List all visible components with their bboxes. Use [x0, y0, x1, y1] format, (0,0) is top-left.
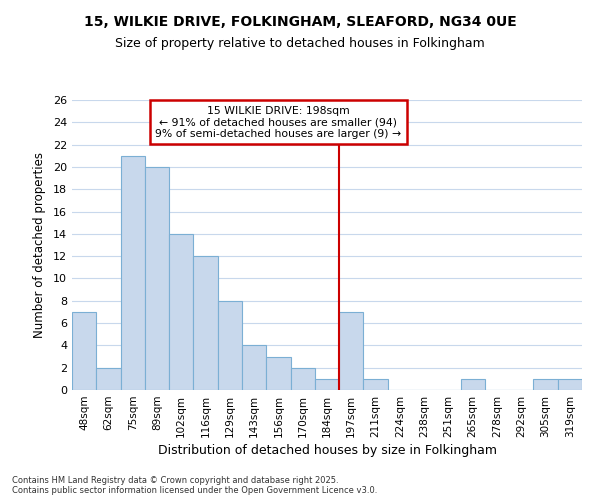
X-axis label: Distribution of detached houses by size in Folkingham: Distribution of detached houses by size …: [157, 444, 497, 457]
Text: 15 WILKIE DRIVE: 198sqm
← 91% of detached houses are smaller (94)
9% of semi-det: 15 WILKIE DRIVE: 198sqm ← 91% of detache…: [155, 106, 401, 139]
Bar: [266, 356, 290, 390]
Bar: [145, 167, 169, 390]
Text: Size of property relative to detached houses in Folkingham: Size of property relative to detached ho…: [115, 38, 485, 51]
Bar: [290, 368, 315, 390]
Bar: [121, 156, 145, 390]
Bar: [193, 256, 218, 390]
Bar: [72, 312, 96, 390]
Bar: [96, 368, 121, 390]
Y-axis label: Number of detached properties: Number of detached properties: [33, 152, 46, 338]
Text: Contains HM Land Registry data © Crown copyright and database right 2025.
Contai: Contains HM Land Registry data © Crown c…: [12, 476, 377, 495]
Bar: [533, 379, 558, 390]
Bar: [558, 379, 582, 390]
Bar: [461, 379, 485, 390]
Text: 15, WILKIE DRIVE, FOLKINGHAM, SLEAFORD, NG34 0UE: 15, WILKIE DRIVE, FOLKINGHAM, SLEAFORD, …: [83, 15, 517, 29]
Bar: [339, 312, 364, 390]
Bar: [218, 301, 242, 390]
Bar: [242, 346, 266, 390]
Bar: [315, 379, 339, 390]
Bar: [169, 234, 193, 390]
Bar: [364, 379, 388, 390]
